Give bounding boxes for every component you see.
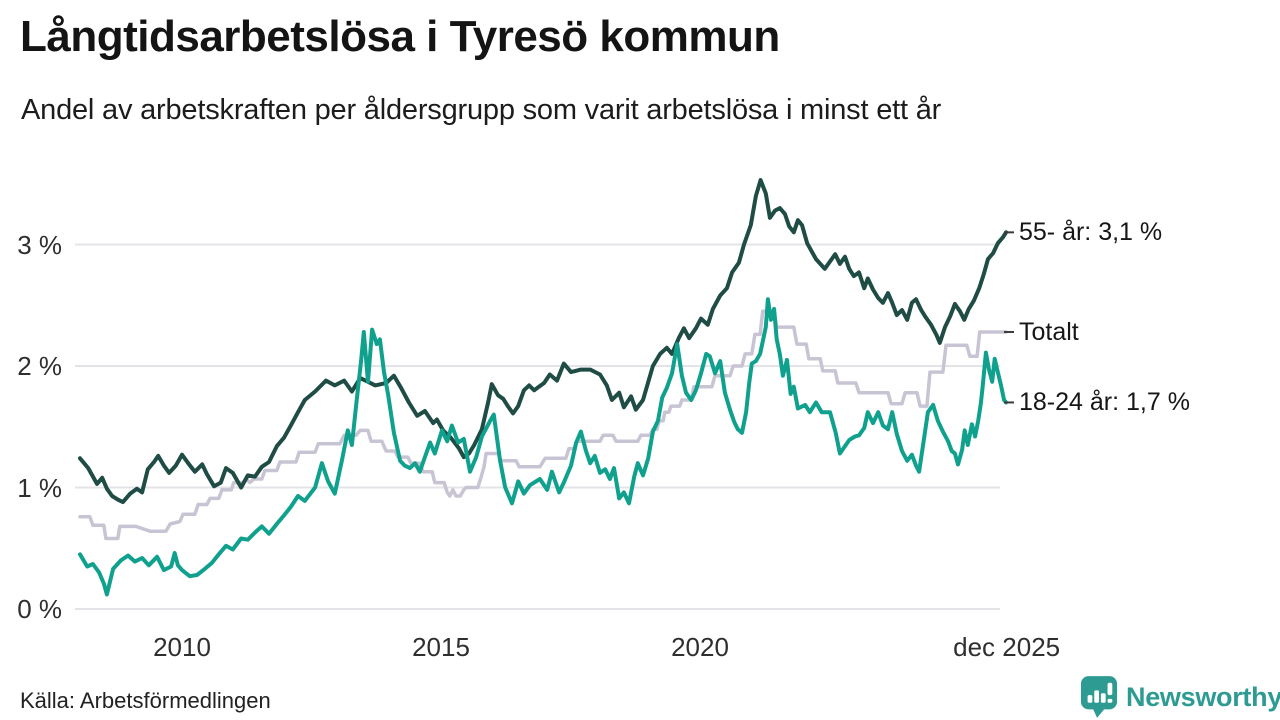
newsworthy-icon: [1080, 676, 1118, 718]
x-tick-label: 2020: [671, 632, 729, 662]
y-tick-label: 1 %: [17, 472, 62, 503]
newsworthy-logo: Newsworthy: [1080, 675, 1280, 719]
series-end-label-55plus: 55- år: 3,1 %: [1019, 218, 1163, 247]
source-note: Källa: Arbetsförmedlingen: [20, 688, 271, 713]
series-end-label-totalt: Totalt: [1019, 317, 1079, 346]
y-tick-label: 0 %: [17, 594, 62, 624]
chart-title: Långtidsarbetslösa i Tyresö kommun: [20, 12, 780, 61]
newsworthy-wordmark: Newsworthy: [1126, 681, 1280, 712]
series-end-label-18-24: 18-24 år: 1,7 %: [1019, 388, 1190, 417]
x-tick-label: dec 2025: [953, 632, 1061, 662]
x-tick-label: 2015: [412, 632, 470, 662]
x-tick-label: 2010: [153, 632, 211, 662]
y-tick-label: 3 %: [17, 229, 62, 260]
series-line-totalt: [78, 309, 1008, 541]
chart-subtitle: Andel av arbetskraften per åldersgrupp s…: [21, 94, 942, 126]
series-line-18-24: [78, 297, 1009, 597]
y-tick-label: 2 %: [17, 351, 62, 381]
series-line-55plus: [78, 178, 1009, 505]
